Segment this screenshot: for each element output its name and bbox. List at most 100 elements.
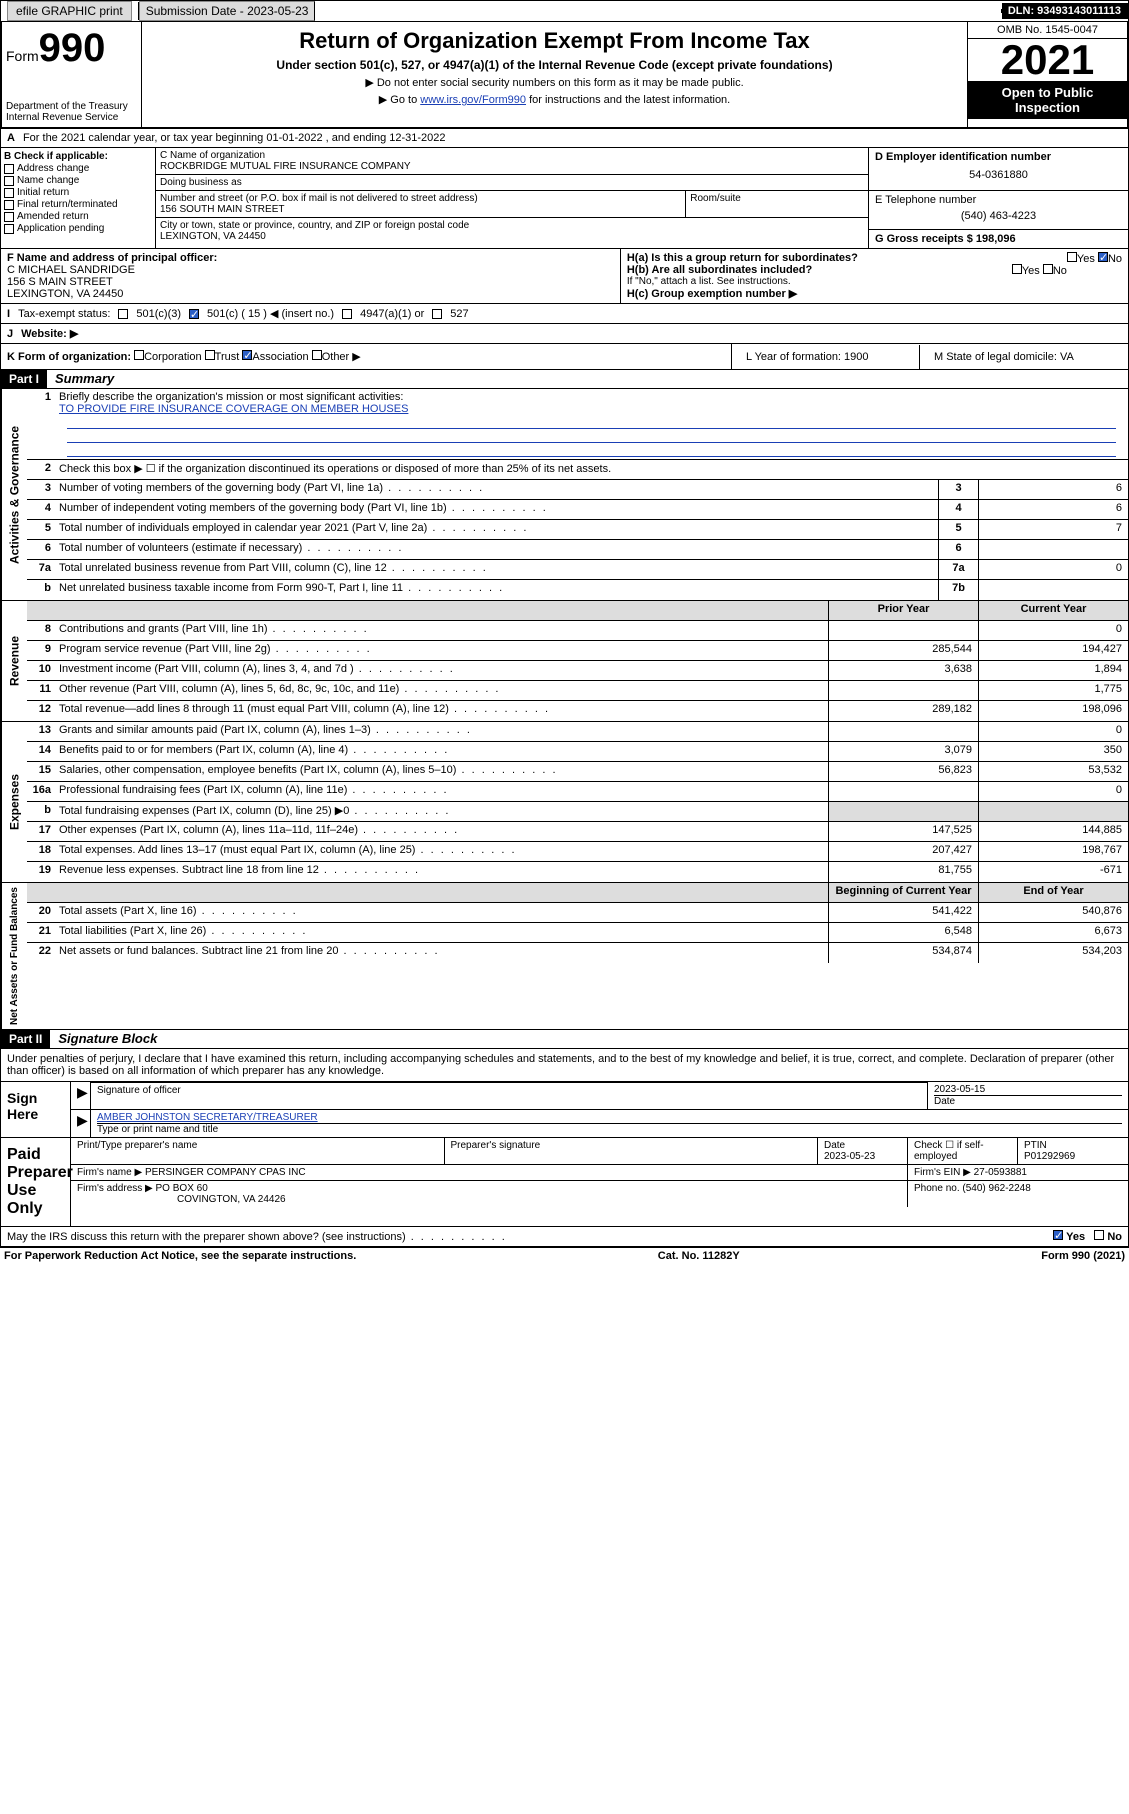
paid-preparer-block: Paid Preparer Use Only Print/Type prepar… <box>0 1138 1129 1227</box>
form-subtitle-3: ▶ Go to www.irs.gov/Form990 for instruct… <box>148 93 961 106</box>
table-row: 19Revenue less expenses. Subtract line 1… <box>27 862 1128 882</box>
row-a-tax-year: A For the 2021 calendar year, or tax yea… <box>0 129 1129 148</box>
firm-addr-label: Firm's address ▶ <box>77 1183 153 1194</box>
chk-initial-return[interactable] <box>4 188 14 198</box>
ptin-value: P01292969 <box>1024 1151 1075 1162</box>
state-domicile: M State of legal domicile: VA <box>928 345 1128 369</box>
row-k-l-m: K Form of organization: Corporation Trus… <box>0 344 1129 370</box>
table-row: 9Program service revenue (Part VIII, lin… <box>27 641 1128 661</box>
perjury-declaration: Under penalties of perjury, I declare th… <box>0 1049 1129 1082</box>
table-row: 21Total liabilities (Part X, line 26)6,5… <box>27 923 1128 943</box>
may-irs-yes[interactable] <box>1053 1230 1063 1240</box>
irs-label: Internal Revenue Service <box>6 112 137 123</box>
prep-name-label: Print/Type preparer's name <box>71 1138 445 1164</box>
part1-governance: Activities & Governance 1 Briefly descri… <box>0 389 1129 601</box>
officer-label: F Name and address of principal officer: <box>7 252 217 264</box>
paid-preparer-label: Paid Preparer Use Only <box>1 1138 71 1226</box>
may-irs-discuss: May the IRS discuss this return with the… <box>0 1227 1129 1247</box>
form-title: Return of Organization Exempt From Incom… <box>148 28 961 54</box>
part1-revenue: Revenue Prior YearCurrent Year 8Contribu… <box>0 601 1129 722</box>
org-name: ROCKBRIDGE MUTUAL FIRE INSURANCE COMPANY <box>160 161 864 172</box>
end-year-hdr: End of Year <box>978 883 1128 902</box>
arrow-icon: ▶ <box>77 1112 88 1128</box>
line2-text: Check this box ▶ ☐ if the organization d… <box>55 460 1128 479</box>
sign-here-block: Sign Here ▶ Signature of officer 2023-05… <box>0 1082 1129 1138</box>
gross-receipts: G Gross receipts $ 198,096 <box>875 233 1016 245</box>
chk-amended-return[interactable] <box>4 212 14 222</box>
ha-label: H(a) Is this a group return for subordin… <box>627 252 858 264</box>
hc-label: H(c) Group exemption number ▶ <box>627 288 797 300</box>
sig-date-value: 2023-05-15 <box>934 1084 1122 1095</box>
chk-other[interactable] <box>312 350 322 360</box>
top-bar: efile GRAPHIC print Submission Date - 20… <box>0 0 1129 22</box>
check-self-employed[interactable]: Check ☐ if self-employed <box>908 1138 1018 1164</box>
part1-expenses: Expenses 13Grants and similar amounts pa… <box>0 722 1129 883</box>
street: 156 SOUTH MAIN STREET <box>160 204 681 215</box>
form-label: Form <box>6 48 39 64</box>
part1-net-assets: Net Assets or Fund Balances Beginning of… <box>0 883 1129 1030</box>
firm-addr1: PO BOX 60 <box>156 1183 208 1194</box>
part2-header: Part IISignature Block <box>0 1030 1129 1049</box>
table-row: bNet unrelated business taxable income f… <box>27 580 1128 600</box>
table-row: 7aTotal unrelated business revenue from … <box>27 560 1128 580</box>
chk-name-change[interactable] <box>4 176 14 186</box>
street-label: Number and street (or P.O. box if mail i… <box>160 193 681 204</box>
hb-note: If "No," attach a list. See instructions… <box>627 276 1122 287</box>
table-row: 15Salaries, other compensation, employee… <box>27 762 1128 782</box>
footer-right: Form 990 (2021) <box>1041 1250 1125 1262</box>
irs-link[interactable]: www.irs.gov/Form990 <box>420 94 526 106</box>
chk-address-change[interactable] <box>4 164 14 174</box>
table-row: bTotal fundraising expenses (Part IX, co… <box>27 802 1128 822</box>
footer-mid: Cat. No. 11282Y <box>658 1250 740 1262</box>
chk-501c3[interactable] <box>118 309 128 319</box>
mission-text: TO PROVIDE FIRE INSURANCE COVERAGE ON ME… <box>59 403 408 415</box>
table-row: 16aProfessional fundraising fees (Part I… <box>27 782 1128 802</box>
table-row: 14Benefits paid to or for members (Part … <box>27 742 1128 762</box>
table-row: 11Other revenue (Part VIII, column (A), … <box>27 681 1128 701</box>
table-row: 4Number of independent voting members of… <box>27 500 1128 520</box>
dba-label: Doing business as <box>156 175 868 190</box>
chk-501c[interactable] <box>189 309 199 319</box>
chk-4947[interactable] <box>342 309 352 319</box>
tax-year: 2021 <box>968 39 1127 81</box>
part1-header: Part ISummary <box>0 370 1129 389</box>
hb-yes[interactable] <box>1012 264 1022 274</box>
col-b-checkboxes: B Check if applicable: Address change Na… <box>1 148 156 248</box>
chk-final-return[interactable] <box>4 200 14 210</box>
form-subtitle-1: Under section 501(c), 527, or 4947(a)(1)… <box>148 58 961 72</box>
room-suite-label: Room/suite <box>686 191 868 217</box>
city-label: City or town, state or province, country… <box>160 220 864 231</box>
prep-sig-label: Preparer's signature <box>445 1138 819 1164</box>
row-f-h: F Name and address of principal officer:… <box>0 249 1129 304</box>
form-footer: For Paperwork Reduction Act Notice, see … <box>0 1247 1129 1264</box>
officer-addr2: LEXINGTON, VA 24450 <box>7 288 123 300</box>
chk-trust[interactable] <box>205 350 215 360</box>
submission-date: Submission Date - 2023-05-23 <box>139 1 316 21</box>
form-header: Form990 Department of the Treasury Inter… <box>0 22 1129 129</box>
side-revenue: Revenue <box>1 601 27 721</box>
firm-ein-label: Firm's EIN ▶ <box>914 1167 971 1178</box>
dept-treasury: Department of the Treasury <box>6 101 137 112</box>
hb-no[interactable] <box>1043 264 1053 274</box>
form-number: 990 <box>39 26 106 70</box>
firm-phone: (540) 962-2248 <box>962 1183 1030 1194</box>
prep-date-value: 2023-05-23 <box>824 1151 875 1162</box>
officer-name: C MICHAEL SANDRIDGE <box>7 264 135 276</box>
row-j-website: J Website: ▶ <box>0 324 1129 344</box>
chk-corporation[interactable] <box>134 350 144 360</box>
table-row: 18Total expenses. Add lines 13–17 (must … <box>27 842 1128 862</box>
table-row: 12Total revenue—add lines 8 through 11 (… <box>27 701 1128 721</box>
prep-date-label: Date <box>824 1140 845 1151</box>
row-i-tax-status: I Tax-exempt status: 501(c)(3) 501(c) ( … <box>0 304 1129 324</box>
firm-name-label: Firm's name ▶ <box>77 1167 142 1178</box>
efile-button[interactable]: efile GRAPHIC print <box>7 1 132 21</box>
may-irs-no[interactable] <box>1094 1230 1104 1240</box>
sig-officer-label: Signature of officer <box>97 1085 181 1096</box>
ha-yes[interactable] <box>1067 252 1077 262</box>
ha-no[interactable] <box>1098 252 1108 262</box>
chk-527[interactable] <box>432 309 442 319</box>
side-governance: Activities & Governance <box>1 389 27 600</box>
section-identity: B Check if applicable: Address change Na… <box>0 148 1129 249</box>
chk-association[interactable] <box>242 350 252 360</box>
chk-application-pending[interactable] <box>4 224 14 234</box>
